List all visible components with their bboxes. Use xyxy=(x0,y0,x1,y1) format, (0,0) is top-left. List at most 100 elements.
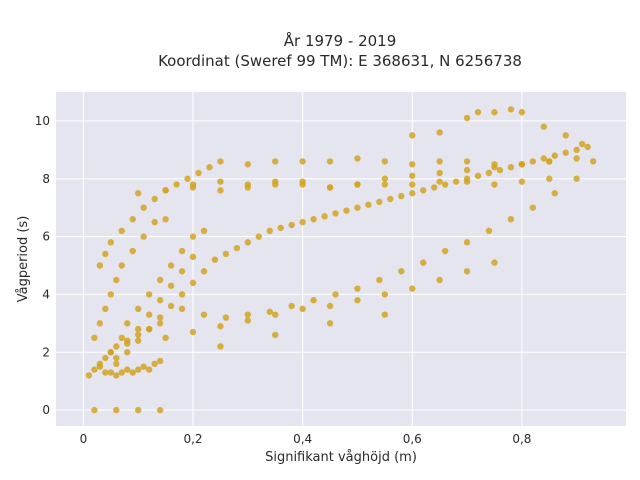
scatter-point xyxy=(91,366,98,373)
scatter-point xyxy=(156,276,164,284)
scatter-point xyxy=(409,190,416,197)
scatter-point xyxy=(167,302,175,310)
scatter-point xyxy=(140,233,147,240)
scatter-point xyxy=(540,155,547,162)
scatter-point xyxy=(573,175,580,182)
scatter-point xyxy=(129,369,136,376)
scatter-point xyxy=(233,244,241,252)
scatter-point xyxy=(376,198,383,206)
scatter-point xyxy=(463,166,471,174)
scatter-point xyxy=(124,320,131,327)
x-tick-labels: 0 0,2 0,4 0,6 0,8 xyxy=(80,432,532,446)
scatter-point xyxy=(546,175,553,182)
scatter-point xyxy=(124,366,131,373)
scatter-point xyxy=(156,320,164,327)
scatter-point xyxy=(217,158,224,165)
x-tick-label: 0,6 xyxy=(403,432,422,446)
scatter-point xyxy=(167,282,175,289)
scatter-point xyxy=(129,216,136,223)
scatter-point xyxy=(277,224,284,232)
scatter-point xyxy=(217,178,224,185)
scatter-point xyxy=(217,343,224,350)
scatter-point xyxy=(102,369,109,376)
scatter-point xyxy=(206,163,213,171)
scatter-point xyxy=(326,302,334,310)
scatter-point xyxy=(529,204,537,211)
scatter-point xyxy=(562,132,569,139)
scatter-point xyxy=(135,325,142,333)
scatter-point xyxy=(145,291,153,298)
scatter-point xyxy=(326,320,334,327)
grid-lines xyxy=(56,92,626,426)
scatter-point xyxy=(184,175,191,182)
scatter-point xyxy=(409,132,416,139)
scatter-point xyxy=(354,297,361,304)
x-tick-label: 0,4 xyxy=(293,432,312,446)
scatter-point xyxy=(118,334,125,342)
scatter-point xyxy=(321,213,328,220)
scatter-point xyxy=(272,311,279,318)
scatter-point xyxy=(96,363,104,370)
scatter-point xyxy=(518,161,526,168)
x-axis-title: Signifikant våghöjd (m) xyxy=(265,450,417,465)
scatter-point xyxy=(135,190,142,197)
scatter-point xyxy=(102,305,109,313)
scatter-point xyxy=(551,190,558,197)
scatter-point xyxy=(474,172,482,180)
scatter-point xyxy=(578,140,586,148)
x-tick-label: 0 xyxy=(80,432,88,446)
scatter-point xyxy=(381,175,389,182)
scatter-point xyxy=(107,291,115,298)
scatter-point xyxy=(96,262,104,269)
scatter-point xyxy=(518,178,526,185)
scatter-point xyxy=(272,331,279,339)
y-tick-label: 8 xyxy=(42,172,50,186)
scatter-point xyxy=(436,178,443,185)
scatter-point xyxy=(365,201,372,208)
scatter-point xyxy=(189,253,197,261)
scatter-point xyxy=(398,268,405,275)
scatter-point xyxy=(102,354,109,362)
scatter-point xyxy=(420,187,427,194)
scatter-point xyxy=(326,184,334,191)
scatter-point xyxy=(381,291,389,298)
scatter-point xyxy=(354,285,361,292)
scatter-point xyxy=(272,158,279,165)
scatter-point xyxy=(107,369,115,376)
scatter-point xyxy=(540,123,547,130)
scatter-point xyxy=(156,314,164,321)
scatter-point xyxy=(96,320,104,327)
scatter-point xyxy=(189,279,197,287)
scatter-point xyxy=(145,311,153,318)
scatter-point xyxy=(162,334,169,342)
scatter-point xyxy=(326,158,334,165)
scatter-point xyxy=(288,302,295,310)
scatter-point xyxy=(266,308,273,315)
scatter-point xyxy=(551,152,558,159)
y-tick-label: 10 xyxy=(35,114,50,128)
scatter-point xyxy=(589,158,597,165)
scatter-point xyxy=(343,207,350,214)
x-tick-label: 0,2 xyxy=(183,432,202,446)
y-tick-label: 0 xyxy=(42,403,50,417)
scatter-point xyxy=(332,210,339,217)
scatter-point xyxy=(113,372,120,379)
scatter-point xyxy=(189,233,197,240)
scatter-point xyxy=(266,227,273,235)
scatter-point xyxy=(113,354,120,362)
scatter-point xyxy=(310,297,317,304)
scatter-point xyxy=(436,276,443,284)
scatter-point xyxy=(409,172,416,180)
scatter-point xyxy=(409,285,416,292)
scatter-point xyxy=(244,184,252,191)
scatter-point xyxy=(573,146,580,154)
scatter-point xyxy=(244,161,252,168)
scatter-point xyxy=(463,239,471,246)
chart-title: År 1979 - 2019 xyxy=(284,31,397,50)
scatter-point xyxy=(135,331,142,339)
scatter-point xyxy=(507,106,515,113)
scatter-point xyxy=(91,334,98,342)
scatter-point xyxy=(195,169,202,177)
scatter-point xyxy=(85,372,93,379)
